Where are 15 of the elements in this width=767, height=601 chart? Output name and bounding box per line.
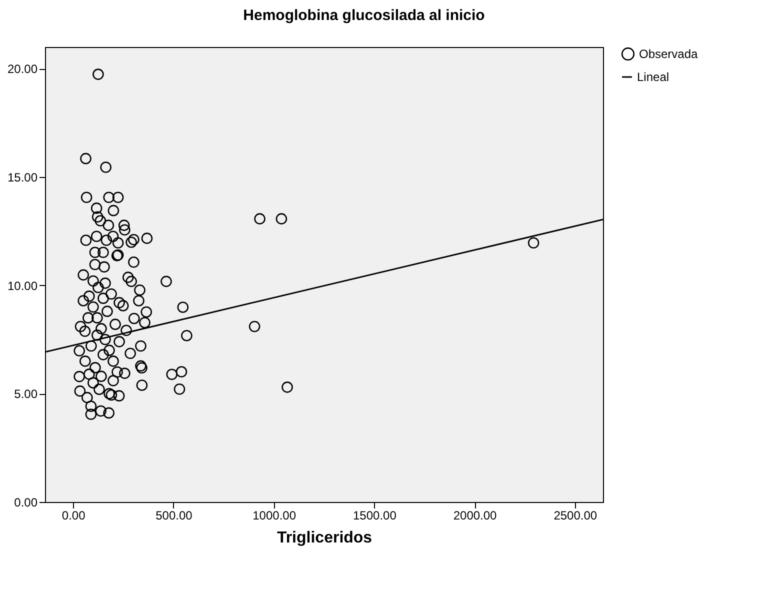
y-tick-label: 15.00 (7, 170, 38, 184)
x-tick-label: 1000.00 (252, 508, 296, 522)
chart-title: Hemoglobina glucosilada al inicio (243, 7, 485, 24)
legend-label: Lineal (637, 70, 670, 84)
legend-label: Observada (639, 47, 698, 61)
x-tick-label: 2500.00 (554, 508, 598, 522)
x-tick-label: 0.00 (62, 508, 86, 522)
x-tick-label: 1500.00 (352, 508, 397, 522)
y-tick-label: 0.00 (14, 496, 38, 510)
x-axis-title: Trigliceridos (276, 530, 372, 546)
x-tick-label: 2000.00 (453, 508, 498, 522)
y-tick-label: 20.00 (7, 62, 38, 76)
y-tick-label: 5.00 (14, 387, 38, 402)
y-tick-label: 10.00 (7, 278, 38, 293)
x-tick-label: 500.00 (156, 508, 193, 522)
